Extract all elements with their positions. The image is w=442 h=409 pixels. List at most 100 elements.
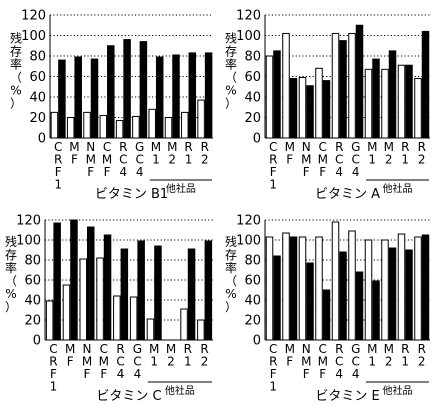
bar-black xyxy=(172,54,180,139)
bar-white xyxy=(197,319,205,341)
bar-white xyxy=(298,77,307,139)
bar-white xyxy=(83,111,91,139)
y-tick-label: 20 xyxy=(244,111,261,126)
y-tick-label: 60 xyxy=(244,70,261,85)
bar-white xyxy=(62,284,71,341)
group-label: 他社品 xyxy=(166,182,196,195)
bar-white xyxy=(146,318,155,341)
y-axis-label: 残存率（%） xyxy=(225,235,237,314)
bar-black xyxy=(53,222,61,341)
bar-black xyxy=(58,59,66,139)
bar-black xyxy=(388,50,397,139)
bar-black xyxy=(70,219,78,341)
y-tick-label: 100 xyxy=(236,29,261,44)
y-tick-label: 80 xyxy=(29,50,46,65)
group-label: 他社品 xyxy=(165,384,195,397)
bar-white xyxy=(265,236,274,341)
y-tick-label: 60 xyxy=(29,70,46,85)
group-label: 他社品 xyxy=(383,182,413,195)
bar-white xyxy=(414,236,422,341)
y-tick-label: 0 xyxy=(33,334,41,349)
bar-black xyxy=(339,251,347,341)
group-label: 他社品 xyxy=(383,384,413,397)
bar-white xyxy=(331,32,340,139)
bar-white xyxy=(364,239,373,341)
bar-white xyxy=(331,221,340,341)
bar-white xyxy=(45,300,54,341)
y-tick-label: 20 xyxy=(244,314,261,329)
bar-black xyxy=(273,255,281,341)
bar-black xyxy=(405,64,413,139)
chart-title: ビタミン A xyxy=(315,187,380,202)
y-tick-label: 60 xyxy=(244,274,261,289)
bar-white xyxy=(99,114,108,139)
bar-white xyxy=(381,239,389,341)
bar-black xyxy=(137,240,145,341)
bar-black xyxy=(107,45,115,139)
chart-panel-3: 0 20 40 60 80 100 120 C R F 1 M F N M F C M F R C 4 G C 4 M 1 M 2 R 1 R… xyxy=(5,214,213,404)
y-tick-label: 60 xyxy=(24,274,41,289)
y-tick-label: 120 xyxy=(236,9,261,24)
y-tick-label: 40 xyxy=(24,294,41,309)
bar-black xyxy=(322,80,331,139)
bar-white xyxy=(66,117,75,139)
chart-title: ビタミン B1 xyxy=(95,187,168,202)
bar-black xyxy=(123,39,131,139)
y-tick-label: 100 xyxy=(236,234,261,249)
y-tick-label: 0 xyxy=(38,132,46,147)
bar-black xyxy=(421,30,430,139)
bar-black xyxy=(120,248,129,341)
bar-black xyxy=(372,58,380,139)
bar-black xyxy=(103,234,112,341)
y-tick-label: 0 xyxy=(253,334,261,349)
bar-white xyxy=(180,308,188,341)
chart-title: ビタミン E xyxy=(315,389,379,404)
y-tick-label: 120 xyxy=(16,214,41,229)
y-axis-label: 残存率（%） xyxy=(225,32,237,111)
bar-white xyxy=(113,295,121,341)
bar-black xyxy=(154,245,162,341)
bar-white xyxy=(381,68,389,139)
y-tick-label: 0 xyxy=(253,132,261,147)
bar-white xyxy=(282,32,290,139)
chart-panel-1: 0 20 40 60 80 100 120 C R F 1 M F N M F C M F R C 4 G C 4 M 1M 2 R 1 R… xyxy=(10,9,213,202)
bar-white xyxy=(50,111,59,139)
bar-black xyxy=(405,249,413,341)
y-tick-label: 20 xyxy=(24,314,41,329)
chart-panel-2: 0 20 40 60 80 100 120 C R F 1 M F N M F C M F R C 4 G C 4 M 1 M 2 R 1 R… xyxy=(225,9,430,202)
bar-white xyxy=(348,230,356,341)
bar-white xyxy=(315,236,323,341)
y-tick-label: 20 xyxy=(29,111,46,126)
bar-white xyxy=(298,236,307,341)
y-tick-label: 100 xyxy=(21,29,46,44)
y-tick-label: 120 xyxy=(236,214,261,229)
bar-black xyxy=(322,289,331,341)
y-tick-label: 80 xyxy=(244,254,261,269)
bar-white xyxy=(197,99,205,139)
y-tick-label: 120 xyxy=(21,9,46,24)
